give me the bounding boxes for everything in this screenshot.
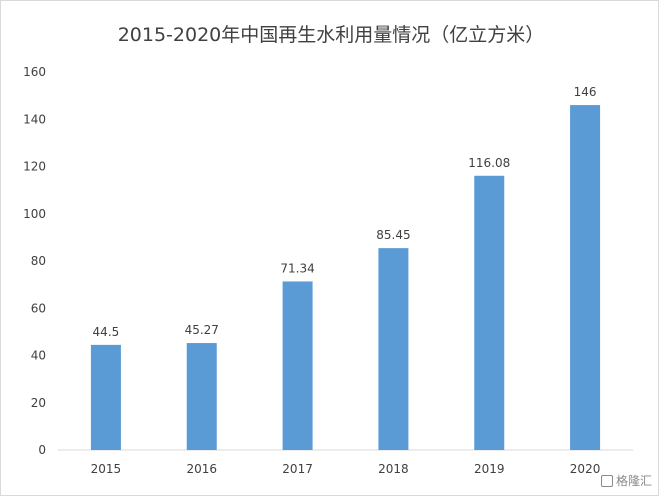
bar-2017	[282, 281, 313, 450]
x-tick-label-2020: 2020	[570, 462, 601, 476]
data-label-2020: 146	[574, 85, 597, 99]
bar-series	[90, 105, 601, 451]
y-tick-label-1: 20	[31, 396, 46, 410]
bar-2016	[186, 343, 217, 450]
data-label-2019: 116.08	[468, 156, 510, 170]
y-tick-label-0: 0	[38, 443, 46, 457]
x-axis: 2015 2016 2017 2018 2019 2020	[58, 449, 633, 476]
y-tick-label-7: 140	[23, 112, 46, 126]
y-tick-label-4: 80	[31, 254, 46, 268]
x-tick-label-2016: 2016	[186, 462, 217, 476]
bar-2015	[90, 344, 121, 450]
y-tick-label-3: 60	[31, 301, 46, 315]
bar-2019	[474, 175, 505, 451]
watermark-logo-icon	[600, 474, 613, 487]
y-tick-label-8: 160	[23, 65, 46, 79]
data-label-2015: 44.5	[93, 325, 120, 339]
data-labels: 44.5 45.27 71.34 85.45 116.08 146	[93, 85, 597, 339]
x-tick-label-2018: 2018	[378, 462, 409, 476]
bar-2018	[378, 248, 409, 450]
x-tick-label-2019: 2019	[474, 462, 505, 476]
y-axis: 0 20 40 60 80 100 120 140 160	[23, 65, 46, 457]
watermark: 格隆汇	[600, 472, 652, 489]
bar-2020	[570, 105, 601, 450]
y-tick-label-2: 40	[31, 349, 46, 363]
data-label-2016: 45.27	[185, 323, 219, 337]
x-tick-label-2015: 2015	[91, 462, 122, 476]
y-tick-label-5: 100	[23, 207, 46, 221]
y-tick-label-6: 120	[23, 160, 46, 174]
x-tick-label-2017: 2017	[282, 462, 313, 476]
data-label-2018: 85.45	[376, 228, 410, 242]
watermark-text: 格隆汇	[615, 474, 652, 488]
chart-title: 2015-2020年中国再生水利用量情况（亿立方米）	[118, 24, 545, 46]
data-label-2017: 71.34	[280, 261, 314, 275]
